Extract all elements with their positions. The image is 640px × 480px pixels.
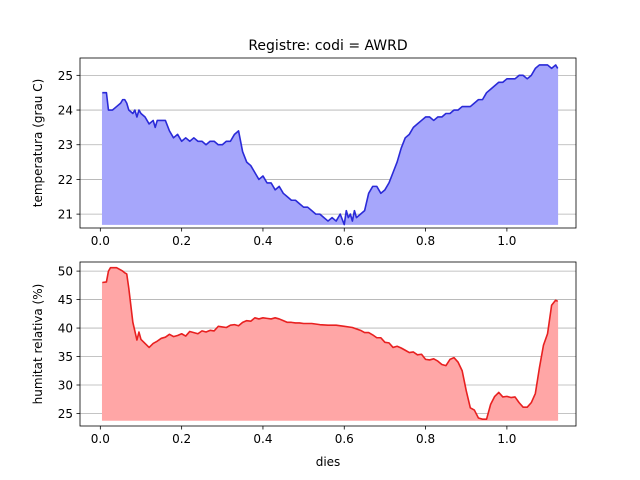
x-tick-label-2: 0.4 bbox=[253, 234, 272, 248]
y-tick-label-4: 45 bbox=[58, 293, 73, 307]
x-tick-label-4: 0.8 bbox=[416, 432, 435, 446]
y-tick-label-3: 24 bbox=[58, 104, 73, 118]
x-tick-label-1: 0.2 bbox=[172, 234, 191, 248]
x-tick-label-0: 0.0 bbox=[91, 234, 110, 248]
axes-frame bbox=[79, 57, 577, 229]
x-tick-label-5: 1.0 bbox=[497, 432, 516, 446]
x-tick-label-3: 0.6 bbox=[335, 234, 354, 248]
temperature-panel: 0.0 0.2 0.4 0.6 0.8 1.0 21 22 23 24 25 temperatura … bbox=[31, 57, 577, 248]
x-tick-label-1: 0.2 bbox=[172, 432, 191, 446]
series-line-0 bbox=[102, 266, 559, 420]
x-tick-label-3: 0.6 bbox=[335, 432, 354, 446]
y-tick-label-1: 22 bbox=[58, 173, 73, 187]
y-tick-label-0: 21 bbox=[58, 208, 73, 222]
x-tick-label-4: 0.8 bbox=[416, 234, 435, 248]
x-tick-label-2: 0.4 bbox=[253, 432, 272, 446]
x-tick-label-5: 1.0 bbox=[497, 234, 516, 248]
chart-title: Registre: codi = AWRD bbox=[248, 38, 407, 54]
humidity-panel: 0.0 0.2 0.4 0.6 0.8 1.0 25 30 35 40 45 50 humitat re… bbox=[31, 261, 577, 469]
series-line-0 bbox=[102, 64, 559, 226]
y-tick-label-2: 23 bbox=[58, 138, 73, 152]
axes-frame bbox=[79, 261, 577, 427]
y-axis-label: humitat relativa (%) bbox=[31, 284, 45, 405]
x-axis-label: dies bbox=[316, 455, 341, 469]
y-tick-label-2: 35 bbox=[58, 350, 73, 364]
y-tick-label-0: 25 bbox=[58, 407, 73, 421]
y-axis-label: temperatura (grau C) bbox=[31, 79, 45, 208]
y-tick-label-5: 50 bbox=[58, 265, 73, 279]
y-tick-label-4: 25 bbox=[58, 69, 73, 83]
y-tick-label-3: 40 bbox=[58, 322, 73, 336]
x-tick-label-0: 0.0 bbox=[91, 432, 110, 446]
y-tick-label-1: 30 bbox=[58, 379, 73, 393]
